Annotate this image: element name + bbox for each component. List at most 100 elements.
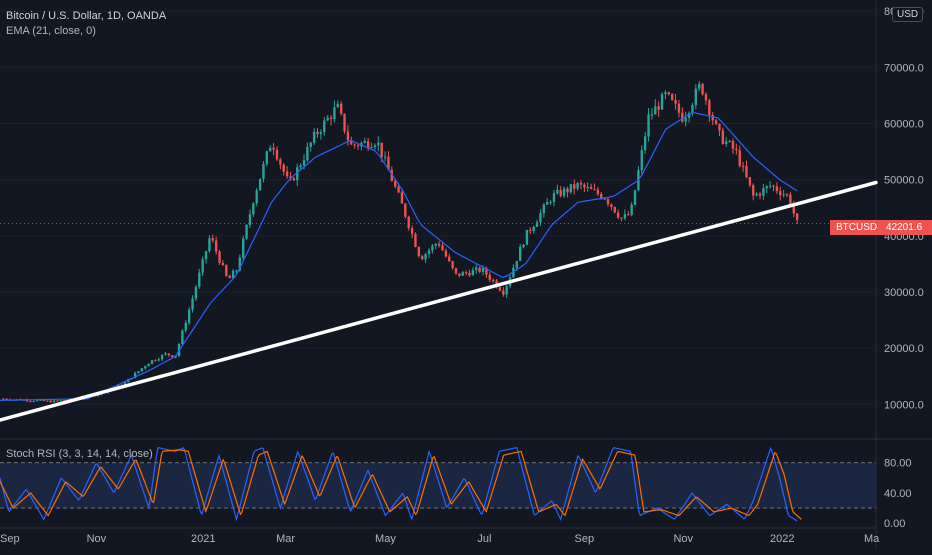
- candle-body: [681, 112, 684, 122]
- candle-body: [768, 185, 772, 187]
- candle-body: [458, 273, 461, 276]
- candle-body: [157, 359, 160, 361]
- last-price-value: 42201.6: [886, 222, 923, 233]
- candle-body: [620, 217, 623, 219]
- candle-body: [684, 117, 687, 122]
- candle-body: [272, 147, 275, 150]
- candle-body: [667, 92, 670, 95]
- candle-body: [498, 287, 502, 291]
- candle-body: [221, 262, 225, 266]
- candle-body: [546, 202, 549, 205]
- candle-body: [593, 189, 596, 191]
- candle-body: [363, 141, 366, 143]
- candle-body: [586, 187, 589, 189]
- candle-body: [164, 353, 167, 355]
- candle-body: [502, 290, 505, 295]
- candle-body: [52, 400, 56, 403]
- candle-body: [245, 224, 248, 239]
- candle-body: [691, 105, 694, 113]
- candle-body: [589, 187, 593, 190]
- candle-body: [181, 330, 184, 344]
- candle-body: [704, 94, 708, 101]
- candle-body: [471, 270, 475, 276]
- candle-body: [390, 169, 394, 182]
- candle-body: [515, 260, 518, 268]
- candle-body: [647, 114, 650, 137]
- candle-body: [326, 117, 329, 121]
- candle-body: [576, 183, 579, 189]
- candle-body: [289, 176, 292, 179]
- candle-body: [603, 198, 606, 200]
- candle-body: [701, 83, 704, 95]
- candle-body: [59, 400, 62, 402]
- candle-body: [258, 178, 262, 191]
- candle-body: [218, 251, 221, 263]
- candle-body: [795, 213, 799, 220]
- candle-body: [336, 103, 339, 108]
- candle-body: [140, 368, 144, 372]
- stoch-k-line: [0, 446, 798, 522]
- candle-body: [451, 261, 454, 269]
- y-tick-label: 60000.0: [884, 119, 924, 131]
- candle-body: [265, 151, 269, 164]
- candle-body: [56, 400, 59, 402]
- candle-body: [211, 238, 214, 241]
- candle-body: [144, 366, 147, 369]
- candle-body: [404, 203, 407, 217]
- candle-body: [2, 398, 5, 400]
- candle-body: [627, 214, 630, 216]
- candle-body: [133, 372, 137, 379]
- x-tick-label: Mar: [276, 533, 295, 545]
- candle-body: [623, 214, 627, 219]
- candle-body: [735, 148, 738, 151]
- candle-body: [566, 188, 569, 193]
- candle-body: [302, 160, 306, 166]
- candle-body: [309, 142, 312, 147]
- candle-body: [606, 199, 610, 205]
- candle-body: [46, 400, 49, 402]
- candle-body: [454, 268, 458, 274]
- candle-body: [600, 194, 603, 199]
- candle-body: [725, 141, 728, 144]
- candle-body: [123, 382, 127, 386]
- candle-body: [29, 401, 32, 403]
- candle-body: [62, 400, 66, 402]
- candle-body: [410, 228, 414, 234]
- candle-body: [745, 165, 748, 178]
- candle-body: [505, 285, 508, 295]
- candle-body: [583, 184, 586, 188]
- candle-body: [657, 106, 660, 110]
- currency-badge[interactable]: USD: [892, 7, 924, 22]
- candle-body: [296, 167, 299, 181]
- candle-body: [171, 355, 174, 358]
- candle-body: [242, 238, 245, 258]
- candle-body: [772, 185, 775, 187]
- candle-body: [35, 400, 39, 402]
- candle-body: [579, 183, 583, 185]
- candle-body: [755, 193, 758, 196]
- candle-body: [660, 94, 664, 110]
- stoch-rsi-legend: Stoch RSI (3, 3, 14, 14, close): [6, 448, 153, 460]
- candle-body: [248, 214, 252, 225]
- stoch-y-tick-label: 0.00: [884, 518, 905, 530]
- candle-body: [356, 145, 360, 147]
- candle-body: [252, 203, 255, 215]
- candle-body: [262, 163, 265, 179]
- candle-body: [269, 147, 272, 152]
- candle-body: [728, 140, 731, 142]
- candle-body: [154, 360, 157, 362]
- candle-body: [674, 99, 677, 104]
- stoch-y-tick-label: 80.00: [884, 458, 912, 470]
- last-price-symbol: BTCUSD: [836, 222, 878, 233]
- candle-body: [562, 188, 566, 196]
- candle-body: [400, 192, 404, 204]
- candle-body: [417, 246, 421, 257]
- y-tick-label: 30000.0: [884, 287, 924, 299]
- candle-body: [167, 353, 171, 356]
- y-tick-label: 10000.0: [884, 399, 924, 411]
- candle-body: [687, 112, 691, 118]
- candle-body: [444, 250, 448, 257]
- candle-body: [49, 400, 52, 403]
- candle-body: [370, 147, 373, 149]
